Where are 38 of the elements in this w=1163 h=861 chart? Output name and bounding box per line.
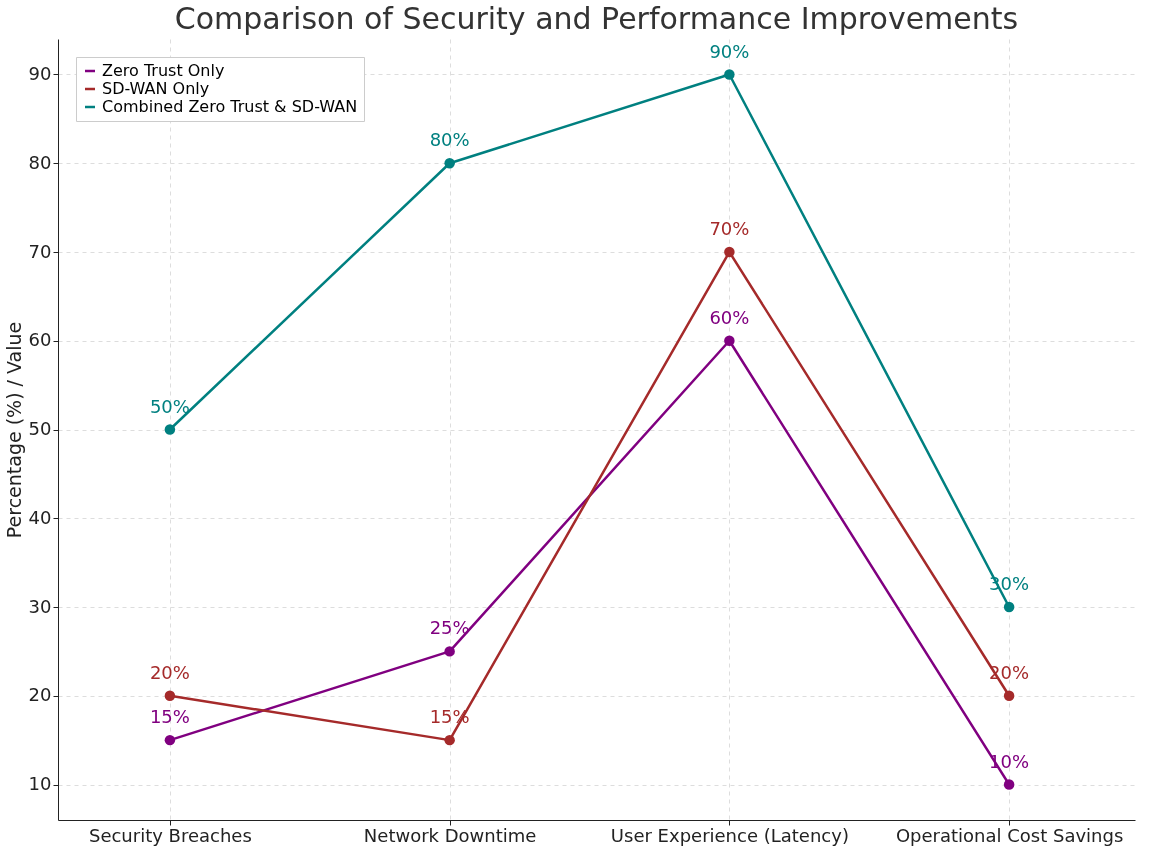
point <box>1003 690 1015 701</box>
data-label: 20% <box>149 661 190 683</box>
point <box>444 734 455 746</box>
point <box>724 69 735 80</box>
data-label: 90% <box>709 40 750 62</box>
y-tick-label: 90 <box>28 63 52 84</box>
data-label: 25% <box>429 617 470 639</box>
x-tick-label: User Experience (Latency) <box>610 824 849 846</box>
y-tick-label: 40 <box>28 506 52 528</box>
point <box>164 690 176 701</box>
y-tick-label: 50 <box>28 418 52 439</box>
point <box>724 246 735 258</box>
y-tick-label: 10 <box>28 773 52 794</box>
point <box>164 734 176 746</box>
x-tick-label: Network Downtime <box>363 824 537 846</box>
x-tick-label: Security Breaches <box>88 824 252 846</box>
point <box>444 646 455 657</box>
y-tick-label: 20 <box>28 684 52 706</box>
legend-label: Zero Trust Only <box>102 61 225 80</box>
point <box>1003 779 1015 790</box>
chart-title: Comparison of Security and Performance Improvements <box>174 1 1019 36</box>
y-axis-title: Percentage (%) / Value <box>2 321 25 539</box>
data-label: 50% <box>149 395 190 417</box>
data-label: 60% <box>709 306 750 328</box>
y-tick-label: 70 <box>28 240 52 262</box>
y-tick-label: 30 <box>28 595 52 617</box>
data-label: 70% <box>709 218 750 239</box>
data-label: 15% <box>149 706 190 728</box>
legend-label: Combined Zero Trust & SD-WAN <box>102 97 358 116</box>
data-label: 80% <box>429 129 470 151</box>
legend-label: SD-WAN Only <box>102 79 210 98</box>
x-tick-label: Operational Cost Savings <box>895 824 1124 846</box>
point <box>1003 601 1015 613</box>
y-tick-label: 60 <box>28 329 52 351</box>
point <box>164 424 176 435</box>
point <box>724 335 735 346</box>
y-tick-label: 80 <box>28 151 52 173</box>
point <box>444 158 455 169</box>
